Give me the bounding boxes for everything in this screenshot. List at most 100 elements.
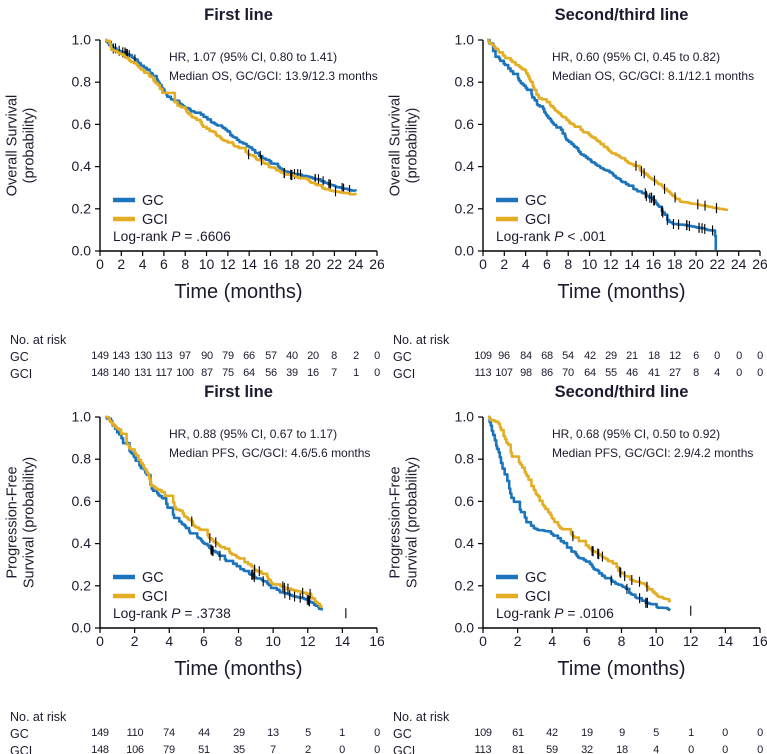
svg-text:22: 22 [327, 256, 343, 272]
svg-text:2: 2 [117, 256, 125, 272]
svg-text:14: 14 [718, 633, 734, 649]
svg-text:0.8: 0.8 [72, 451, 92, 467]
svg-text:20: 20 [688, 256, 704, 272]
svg-text:GC: GC [525, 570, 547, 586]
svg-text:GCI: GCI [142, 212, 168, 228]
svg-text:0.6: 0.6 [72, 116, 92, 132]
svg-text:4: 4 [139, 256, 147, 272]
svg-text:0.2: 0.2 [72, 200, 92, 216]
svg-text:8: 8 [564, 256, 572, 272]
svg-text:6: 6 [160, 256, 168, 272]
svg-text:6: 6 [200, 633, 208, 649]
svg-text:0.4: 0.4 [72, 158, 92, 174]
svg-text:Log-rank P = .3738: Log-rank P = .3738 [113, 606, 231, 621]
svg-text:Log-rank P = .6606: Log-rank P = .6606 [113, 229, 231, 244]
svg-text:1.0: 1.0 [72, 32, 92, 48]
svg-text:16: 16 [263, 256, 279, 272]
svg-text:Progression-Free: Progression-Free [388, 466, 404, 578]
svg-text:14: 14 [241, 256, 257, 272]
svg-text:0.2: 0.2 [455, 200, 475, 216]
svg-text:(probability): (probability) [405, 108, 421, 184]
svg-text:GC: GC [142, 570, 164, 586]
svg-text:2: 2 [131, 633, 139, 649]
svg-text:Time (months): Time (months) [557, 658, 685, 680]
svg-text:14: 14 [624, 256, 640, 272]
svg-text:Median OS, GC/GCI: 8.1/12.1 mo: Median OS, GC/GCI: 8.1/12.1 months [552, 69, 754, 83]
svg-text:0.8: 0.8 [72, 74, 92, 90]
svg-text:0.0: 0.0 [72, 620, 92, 636]
svg-text:4: 4 [522, 256, 530, 272]
svg-text:18: 18 [284, 256, 300, 272]
svg-text:0.2: 0.2 [72, 577, 92, 593]
svg-text:HR, 0.88 (95% CI, 0.67 to 1.17: HR, 0.88 (95% CI, 0.67 to 1.17) [169, 427, 337, 441]
svg-text:Time (months): Time (months) [174, 658, 302, 680]
svg-text:16: 16 [369, 633, 384, 649]
svg-text:Median OS, GC/GCI: 13.9/12.3 m: Median OS, GC/GCI: 13.9/12.3 months [169, 69, 378, 83]
svg-text:Log-rank P = .0106: Log-rank P = .0106 [496, 606, 614, 621]
svg-text:6: 6 [583, 633, 591, 649]
svg-text:1.0: 1.0 [455, 32, 475, 48]
svg-text:HR, 1.07 (95% CI, 0.80 to 1.41: HR, 1.07 (95% CI, 0.80 to 1.41) [169, 50, 337, 64]
svg-text:26: 26 [369, 256, 384, 272]
svg-text:GCI: GCI [525, 212, 551, 228]
svg-text:10: 10 [648, 633, 664, 649]
svg-text:12: 12 [603, 256, 619, 272]
svg-text:0: 0 [479, 256, 487, 272]
svg-text:20: 20 [305, 256, 321, 272]
svg-text:0.0: 0.0 [72, 243, 92, 259]
svg-text:4: 4 [548, 633, 556, 649]
svg-text:Progression-Free: Progression-Free [5, 466, 21, 578]
svg-text:0.6: 0.6 [455, 116, 475, 132]
svg-text:0.6: 0.6 [455, 493, 475, 509]
svg-text:0.2: 0.2 [455, 577, 475, 593]
svg-text:16: 16 [752, 633, 767, 649]
svg-text:22: 22 [710, 256, 726, 272]
svg-text:18: 18 [667, 256, 683, 272]
svg-text:0.4: 0.4 [455, 158, 475, 174]
svg-text:Log-rank P < .001: Log-rank P < .001 [496, 229, 606, 244]
svg-text:6: 6 [543, 256, 551, 272]
svg-text:2: 2 [500, 256, 508, 272]
svg-text:Overall Survival: Overall Survival [5, 95, 21, 197]
svg-text:0: 0 [96, 633, 104, 649]
svg-text:10: 10 [199, 256, 215, 272]
svg-text:First line: First line [204, 383, 273, 401]
svg-text:GC: GC [525, 193, 547, 209]
svg-text:0.6: 0.6 [72, 493, 92, 509]
svg-text:HR, 0.68 (95% CI, 0.50 to 0.92: HR, 0.68 (95% CI, 0.50 to 0.92) [552, 427, 720, 441]
svg-text:0.0: 0.0 [455, 243, 475, 259]
svg-text:12: 12 [220, 256, 236, 272]
svg-text:HR, 0.60 (95% CI, 0.45 to 0.82: HR, 0.60 (95% CI, 0.45 to 0.82) [552, 50, 720, 64]
svg-text:(probability): (probability) [22, 108, 38, 184]
svg-text:Second/third line: Second/third line [555, 383, 689, 401]
svg-text:12: 12 [683, 633, 699, 649]
svg-text:Survival (probability): Survival (probability) [22, 457, 38, 588]
svg-text:0.8: 0.8 [455, 451, 475, 467]
svg-text:10: 10 [265, 633, 281, 649]
svg-text:Overall Survival: Overall Survival [388, 95, 404, 197]
svg-text:12: 12 [300, 633, 316, 649]
svg-text:26: 26 [752, 256, 767, 272]
svg-text:0: 0 [479, 633, 487, 649]
svg-text:1.0: 1.0 [455, 409, 475, 425]
svg-text:0: 0 [96, 256, 104, 272]
svg-text:Survival (probability): Survival (probability) [405, 457, 421, 588]
svg-text:First line: First line [204, 6, 273, 24]
svg-text:Median PFS, GC/GCI: 2.9/4.2 mo: Median PFS, GC/GCI: 2.9/4.2 months [552, 446, 753, 460]
svg-text:GC: GC [142, 193, 164, 209]
svg-text:2: 2 [514, 633, 522, 649]
svg-text:24: 24 [731, 256, 747, 272]
svg-text:GCI: GCI [142, 589, 168, 605]
svg-text:0.0: 0.0 [455, 620, 475, 636]
svg-text:0.8: 0.8 [455, 74, 475, 90]
svg-text:Median PFS, GC/GCI: 4.6/5.6 mo: Median PFS, GC/GCI: 4.6/5.6 months [169, 446, 370, 460]
svg-text:16: 16 [646, 256, 662, 272]
svg-text:0.4: 0.4 [72, 535, 92, 551]
svg-text:8: 8 [618, 633, 626, 649]
svg-text:Time (months): Time (months) [557, 281, 685, 303]
svg-text:0.4: 0.4 [455, 535, 475, 551]
svg-text:14: 14 [335, 633, 351, 649]
svg-text:1.0: 1.0 [72, 409, 92, 425]
svg-text:8: 8 [235, 633, 243, 649]
svg-text:Time (months): Time (months) [174, 281, 302, 303]
